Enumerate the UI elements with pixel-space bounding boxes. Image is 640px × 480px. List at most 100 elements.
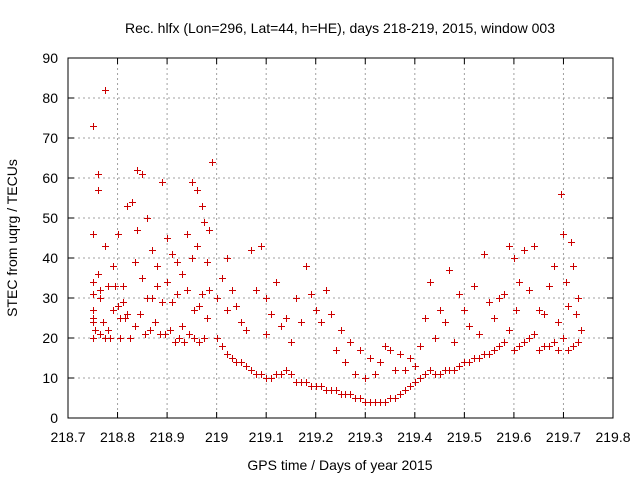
data-point [278, 323, 285, 330]
data-point [263, 295, 270, 302]
data-point [134, 227, 141, 234]
data-point [377, 359, 384, 366]
data-point [531, 331, 538, 338]
x-tick-label: 218.8 [100, 429, 135, 445]
data-point [122, 315, 129, 322]
data-point [318, 319, 325, 326]
data-point [206, 287, 213, 294]
data-point [102, 243, 109, 250]
data-point [214, 295, 221, 302]
data-point [328, 311, 335, 318]
data-point [555, 319, 562, 326]
data-point [526, 335, 533, 342]
data-point [102, 87, 109, 94]
data-point [268, 311, 275, 318]
data-point [333, 347, 340, 354]
data-point [313, 307, 320, 314]
data-point [283, 315, 290, 322]
x-tick-label: 218.9 [150, 429, 185, 445]
data-point [338, 327, 345, 334]
data-point [501, 339, 508, 346]
data-point [506, 327, 513, 334]
data-point [149, 295, 156, 302]
data-point [149, 247, 156, 254]
data-point [129, 199, 136, 206]
chart-title: Rec. hlfx (Lon=296, Lat=44, h=HE), days … [125, 20, 555, 36]
data-point [179, 323, 186, 330]
data-point [147, 327, 154, 334]
data-point [565, 303, 572, 310]
data-point [308, 291, 315, 298]
data-point [521, 339, 528, 346]
data-point [273, 279, 280, 286]
data-point [471, 283, 478, 290]
y-tick-label: 80 [42, 90, 58, 106]
data-point [199, 203, 206, 210]
data-point [437, 307, 444, 314]
data-point [162, 331, 169, 338]
data-point [417, 375, 424, 382]
data-point [204, 315, 211, 322]
data-point [283, 367, 290, 374]
data-point [152, 319, 159, 326]
data-point [92, 327, 99, 334]
data-point [105, 327, 112, 334]
data-point [402, 387, 409, 394]
data-point [323, 287, 330, 294]
data-point [258, 371, 265, 378]
data-point [402, 367, 409, 374]
data-point [382, 399, 389, 406]
data-point [456, 363, 463, 370]
data-point [382, 343, 389, 350]
data-point [362, 375, 369, 382]
data-point [496, 343, 503, 350]
data-point [127, 335, 134, 342]
y-tick-label: 60 [42, 170, 58, 186]
y-tick-label: 40 [42, 250, 58, 266]
data-point [144, 215, 151, 222]
data-point [97, 331, 104, 338]
data-point [110, 307, 117, 314]
data-point [120, 283, 127, 290]
data-point [181, 339, 188, 346]
data-point [288, 371, 295, 378]
data-point [201, 219, 208, 226]
x-tick-label: 219.6 [496, 429, 531, 445]
data-point [206, 227, 213, 234]
data-point [191, 307, 198, 314]
data-point [238, 319, 245, 326]
data-point [491, 315, 498, 322]
data-point [191, 335, 198, 342]
x-tick-label: 219.2 [298, 429, 333, 445]
data-point [347, 339, 354, 346]
data-point [422, 371, 429, 378]
data-point [201, 335, 208, 342]
data-point [248, 247, 255, 254]
data-point [521, 247, 528, 254]
data-point [117, 335, 124, 342]
data-point [387, 347, 394, 354]
data-point [511, 347, 518, 354]
data-point [90, 335, 97, 342]
data-point [95, 187, 102, 194]
data-point [139, 275, 146, 282]
grid-lines [68, 58, 613, 418]
data-point [248, 367, 255, 374]
data-point [90, 291, 97, 298]
data-point [357, 347, 364, 354]
data-point [132, 323, 139, 330]
data-point [110, 263, 117, 270]
data-point [392, 395, 399, 402]
data-point [367, 355, 374, 362]
data-point [169, 251, 176, 258]
data-point [112, 283, 119, 290]
y-tick-label: 50 [42, 210, 58, 226]
data-point [541, 311, 548, 318]
data-point [407, 383, 414, 390]
data-point [176, 335, 183, 342]
data-point [298, 319, 305, 326]
y-tick-label: 90 [42, 50, 58, 66]
data-point [120, 299, 127, 306]
data-point [134, 167, 141, 174]
x-tick-labels: 218.7 218.8 218.9 219 219.1 219.2 219.3 219.4 21… [50, 429, 630, 445]
